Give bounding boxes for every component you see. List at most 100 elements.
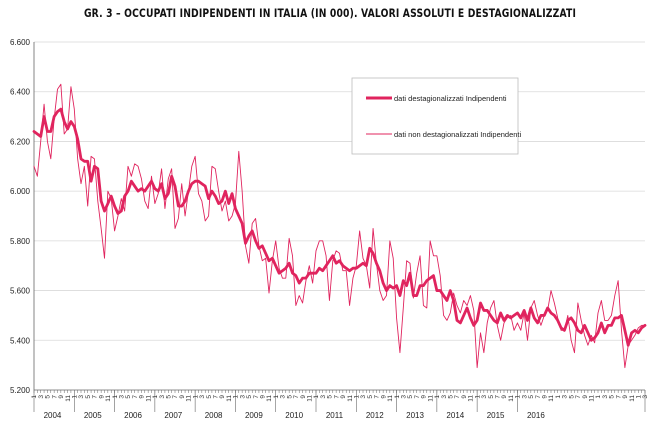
year-label: 2014 — [446, 411, 464, 420]
y-tick-label: 5.800 — [10, 237, 31, 246]
x-tick-label: 3 — [642, 395, 649, 399]
x-tick-label: 3 — [562, 395, 569, 399]
year-label: 2006 — [124, 411, 142, 420]
x-tick-label: 3 — [239, 395, 246, 399]
chart-title: GR. 3 – OCCUPATI INDIPENDENTI IN ITALIA … — [83, 6, 577, 20]
x-tick-label: 11 — [548, 395, 555, 402]
x-tick-label: 5 — [568, 395, 575, 399]
x-tick-label: 11 — [468, 395, 475, 402]
x-tick-label: 7 — [253, 395, 260, 399]
x-tick-label: 3 — [199, 395, 206, 399]
x-tick-label: 1 — [192, 395, 199, 399]
x-tick-label: 7 — [414, 395, 421, 399]
legend: dati destagionalizzati Indipendenti dati… — [351, 77, 522, 155]
x-tick-label: 1 — [353, 395, 360, 399]
x-tick-label: 1 — [555, 395, 562, 399]
y-tick-label: 6.400 — [10, 88, 31, 97]
x-tick-label: 1 — [273, 395, 280, 399]
x-tick-label: 5 — [447, 395, 454, 399]
x-tick-label: 5 — [407, 395, 414, 399]
x-tick-label: 9 — [541, 395, 548, 399]
x-tick-label: 3 — [602, 395, 609, 399]
x-tick-label: 1 — [595, 395, 602, 399]
x-tick-label: 5 — [286, 395, 293, 399]
grid-lines — [34, 41, 645, 341]
x-tick-label: 1 — [394, 395, 401, 399]
x-tick-label: 11 — [347, 395, 354, 402]
x-tick-label: 7 — [172, 395, 179, 399]
x-tick-label: 3 — [38, 395, 45, 399]
x-tick-label: 9 — [98, 395, 105, 399]
x-tick-label: 7 — [615, 395, 622, 399]
year-labels: 2004 2005 2006 2007 2008 2009 2010 2011 2012 2013… — [44, 411, 546, 420]
x-tick-label: 5 — [125, 395, 132, 399]
x-tick-label: 11 — [186, 395, 193, 402]
x-tick-label: 11 — [306, 395, 313, 402]
x-tick-label: 3 — [78, 395, 85, 399]
x-tick-label: 1 — [71, 395, 78, 399]
series-line-raw — [33, 83, 646, 369]
year-label: 2016 — [527, 411, 545, 420]
x-tick-label: 9 — [139, 395, 146, 399]
x-tick-label: 3 — [521, 395, 528, 399]
x-tick-label: 1 — [515, 395, 522, 399]
y-tick-label: 5.600 — [10, 287, 31, 296]
x-tick-label: 9 — [219, 395, 226, 399]
x-tick-label: 9 — [622, 395, 629, 399]
x-tick-label: 7 — [374, 395, 381, 399]
x-tick-label: 1 — [233, 395, 240, 399]
year-label: 2015 — [487, 411, 505, 420]
y-tick-label: 6.000 — [10, 187, 31, 196]
x-tick-label: 11 — [427, 395, 434, 402]
legend-label-seasonally-adjusted: dati destagionalizzati Indipendenti — [394, 94, 507, 103]
x-tick-label: 3 — [159, 395, 166, 399]
x-tick-label: 3 — [400, 395, 407, 399]
x-tick-label: 11 — [266, 395, 273, 402]
x-tick-label: 11 — [145, 395, 152, 402]
x-tick-label: 7 — [132, 395, 139, 399]
x-tick-label: 11 — [65, 395, 72, 402]
x-tick-label: 1 — [313, 395, 320, 399]
year-label: 2005 — [84, 411, 102, 420]
series-line-seasonally-adjusted — [32, 107, 647, 347]
x-tick-label: 9 — [340, 395, 347, 399]
x-tick-label: 7 — [575, 395, 582, 399]
x-tick-label: 9 — [300, 395, 307, 399]
y-tick-label: 6.600 — [10, 38, 31, 47]
x-tick-label: 5 — [367, 395, 374, 399]
x-tick-label: 9 — [461, 395, 468, 399]
x-tick-label: 7 — [293, 395, 300, 399]
x-tick-label: 7 — [535, 395, 542, 399]
x-tick-label: 1 — [31, 395, 38, 399]
x-tick-label: 5 — [165, 395, 172, 399]
x-tick-label: 9 — [421, 395, 428, 399]
x-tick-label: 3 — [441, 395, 448, 399]
year-label: 2013 — [406, 411, 424, 420]
x-tick-label: 7 — [454, 395, 461, 399]
x-tick-label: 7 — [494, 395, 501, 399]
x-tick-label: 3 — [280, 395, 287, 399]
x-tick-labels: 1 3 5 7 9 11 1 3 5 7 9 11 1 3 5 7 9 11 1 3 5 7 9 11 1 3 5 7 9 11 1 3 5 7 9… — [31, 395, 649, 402]
x-tick-label: 1 — [635, 395, 642, 399]
series-lines — [32, 83, 647, 369]
year-label: 2009 — [245, 411, 263, 420]
x-tick-label: 9 — [380, 395, 387, 399]
year-label: 2012 — [366, 411, 384, 420]
x-tick-label: 3 — [118, 395, 125, 399]
x-tick-label: 9 — [259, 395, 266, 399]
x-tick-label: 5 — [85, 395, 92, 399]
x-tick-label: 11 — [387, 395, 394, 402]
year-label: 2007 — [164, 411, 182, 420]
x-tick-label: 7 — [51, 395, 58, 399]
y-tick-label: 5.400 — [10, 336, 31, 345]
x-tick-label: 3 — [320, 395, 327, 399]
x-tick-label: 9 — [582, 395, 589, 399]
x-tick-label: 7 — [92, 395, 99, 399]
x-tick-label: 1 — [474, 395, 481, 399]
x-tick-label: 11 — [588, 395, 595, 402]
x-tick-label: 7 — [212, 395, 219, 399]
x-tick-label: 9 — [179, 395, 186, 399]
x-tick-label: 9 — [58, 395, 65, 399]
y-tick-label: 5.200 — [10, 386, 31, 395]
